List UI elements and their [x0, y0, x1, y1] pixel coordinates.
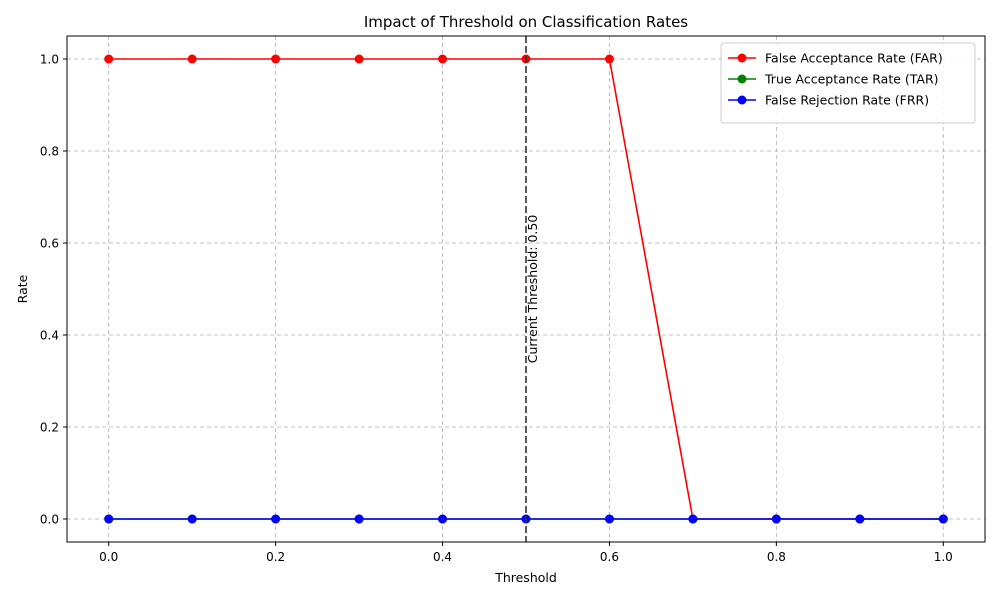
x-tick-label: 0.0	[99, 550, 118, 564]
x-tick-label: 1.0	[934, 550, 953, 564]
legend-marker	[737, 74, 747, 84]
data-point	[604, 514, 614, 524]
data-point	[271, 514, 281, 524]
y-tick-label: 0.8	[40, 145, 59, 159]
data-point	[604, 54, 614, 64]
threshold-label: Current Threshold: 0.50	[525, 215, 540, 364]
x-tick-label: 0.2	[266, 550, 285, 564]
legend-label: True Acceptance Rate (TAR)	[764, 72, 939, 87]
legend-box	[720, 42, 976, 124]
y-tick-label: 0.6	[40, 237, 59, 251]
x-tick-label: 0.8	[767, 550, 786, 564]
y-tick-label: 1.0	[40, 53, 59, 67]
data-point	[354, 54, 364, 64]
data-point	[438, 514, 448, 524]
data-point	[104, 54, 114, 64]
x-axis-label: Threshold	[494, 570, 557, 585]
legend-label: False Rejection Rate (FRR)	[765, 93, 929, 108]
legend-item: False Rejection Rate (FRR)	[728, 93, 929, 108]
chart-title: Impact of Threshold on Classification Ra…	[364, 13, 688, 31]
data-point	[271, 54, 281, 64]
y-tick-label: 0.4	[40, 329, 59, 343]
y-tick-label: 0.0	[40, 513, 59, 527]
data-point	[104, 514, 114, 524]
threshold-marker: Current Threshold: 0.50	[525, 36, 540, 542]
data-point	[187, 54, 197, 64]
data-point	[771, 514, 781, 524]
data-point	[688, 514, 698, 524]
data-point	[354, 514, 364, 524]
y-tick-label: 0.2	[40, 421, 59, 435]
y-axis-label: Rate	[15, 274, 30, 303]
data-point	[855, 514, 865, 524]
data-point	[187, 514, 197, 524]
axis-ticks: 0.0 0.2 0.4 0.6 0.8 1.0 0.0 0.2 0.4 0.6 0.8 1.0	[40, 53, 953, 565]
x-tick-label: 0.4	[433, 550, 452, 564]
data-point	[438, 54, 448, 64]
plot-frame	[66, 35, 986, 543]
legend-marker	[737, 95, 747, 105]
legend-label: False Acceptance Rate (FAR)	[765, 51, 943, 66]
legend-item: False Acceptance Rate (FAR)	[728, 51, 943, 66]
data-point	[938, 514, 948, 524]
x-tick-label: 0.6	[600, 550, 619, 564]
legend-item: True Acceptance Rate (TAR)	[728, 72, 939, 87]
legend-marker	[737, 53, 747, 63]
legend: False Acceptance Rate (FAR) True Acceptan…	[720, 42, 976, 124]
